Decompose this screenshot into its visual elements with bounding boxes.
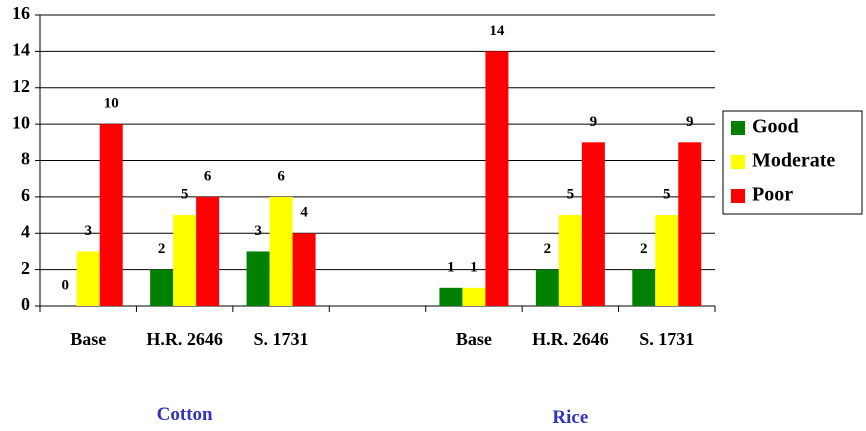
legend-label: Poor bbox=[752, 184, 793, 206]
y-tick-label: 10 bbox=[12, 112, 30, 132]
y-tick-label: 2 bbox=[21, 258, 30, 278]
y-tick-label: 12 bbox=[12, 76, 30, 96]
legend-swatch bbox=[731, 189, 745, 203]
data-label: 5 bbox=[663, 187, 671, 203]
bar bbox=[292, 233, 316, 306]
data-label: 3 bbox=[254, 223, 262, 239]
data-label: 1 bbox=[470, 259, 478, 275]
y-tick-label: 4 bbox=[21, 221, 30, 241]
legend-label: Good bbox=[752, 116, 799, 138]
legend-box bbox=[722, 110, 863, 215]
bar bbox=[246, 251, 270, 306]
data-label: 3 bbox=[84, 223, 92, 239]
y-tick-label: 6 bbox=[21, 185, 30, 205]
bar bbox=[655, 215, 679, 306]
legend-swatch bbox=[731, 155, 745, 169]
data-label: 5 bbox=[181, 187, 189, 203]
bar bbox=[558, 215, 582, 306]
bar bbox=[535, 269, 559, 306]
bar bbox=[462, 287, 486, 306]
x-tick-label: S. 1731 bbox=[639, 329, 695, 349]
data-label: 9 bbox=[686, 114, 694, 130]
bar bbox=[485, 51, 509, 306]
x-tick-label: Base bbox=[70, 329, 107, 349]
y-tick-label: 0 bbox=[21, 294, 30, 314]
data-label: 6 bbox=[277, 168, 285, 184]
data-label: 2 bbox=[158, 241, 166, 257]
group-label: Cotton bbox=[156, 404, 213, 425]
data-label: 1 bbox=[447, 259, 455, 275]
bar bbox=[678, 142, 702, 306]
data-label: 14 bbox=[489, 23, 505, 39]
data-label: 5 bbox=[567, 187, 575, 203]
group-label: Rice bbox=[552, 407, 589, 428]
data-label: 2 bbox=[640, 241, 648, 257]
bar bbox=[269, 196, 293, 306]
x-tick-label: H.R. 2646 bbox=[146, 329, 223, 349]
data-label: 10 bbox=[104, 96, 119, 112]
legend-label: Moderate bbox=[752, 150, 835, 172]
data-label: 0 bbox=[61, 277, 69, 293]
data-label: 6 bbox=[204, 168, 212, 184]
bar bbox=[150, 269, 174, 306]
y-tick-label: 8 bbox=[21, 149, 30, 169]
bar bbox=[99, 124, 123, 306]
y-tick-label: 16 bbox=[12, 3, 30, 23]
bar bbox=[632, 269, 656, 306]
x-tick-label: S. 1731 bbox=[253, 329, 309, 349]
legend-swatch bbox=[731, 121, 745, 135]
bar bbox=[173, 215, 197, 306]
data-label: 9 bbox=[590, 114, 598, 130]
bar bbox=[196, 196, 220, 306]
data-label: 4 bbox=[300, 205, 308, 221]
bar bbox=[581, 142, 605, 306]
data-label: 2 bbox=[544, 241, 552, 257]
y-tick-label: 14 bbox=[12, 40, 30, 60]
x-tick-label: Base bbox=[455, 329, 492, 349]
bar bbox=[439, 287, 463, 306]
bar bbox=[76, 251, 100, 306]
x-tick-label: H.R. 2646 bbox=[532, 329, 609, 349]
